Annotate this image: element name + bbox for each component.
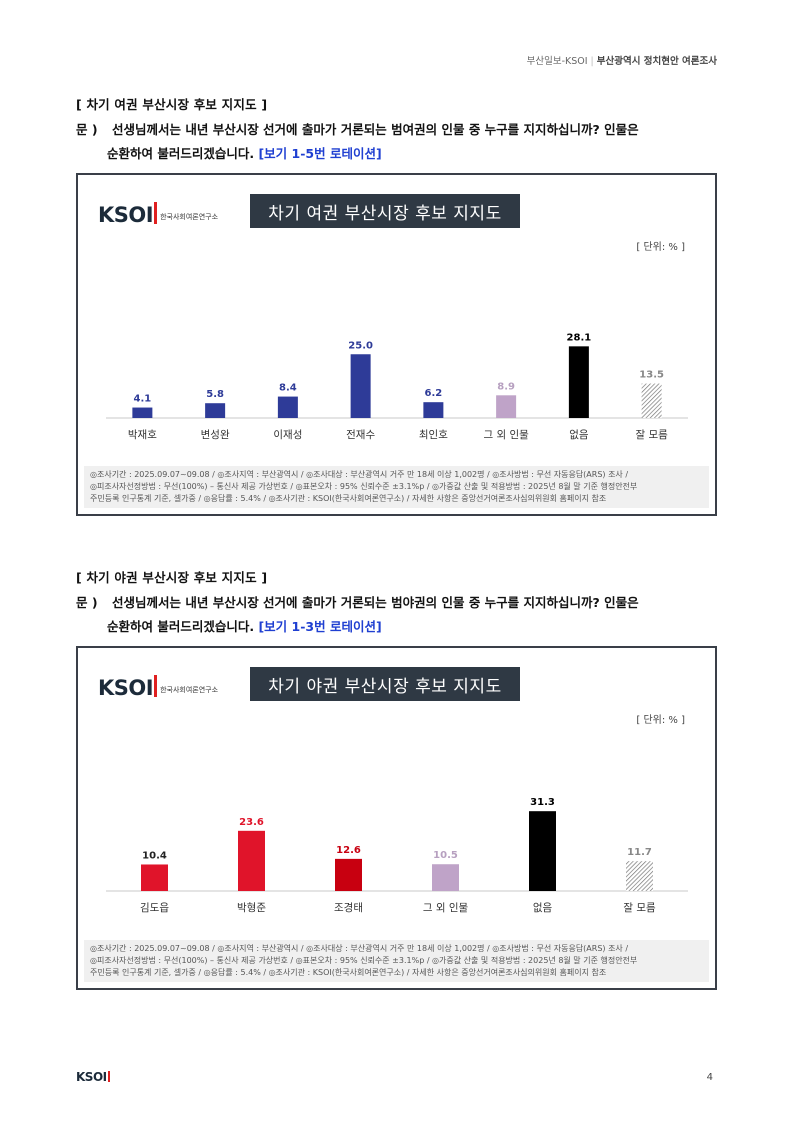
question-1-line1: 문 ) 선생님께서는 내년 부산시장 선거에 출마가 거론되는 범여권의 인물 중… bbox=[76, 120, 716, 140]
chart-1-category-label: 박재호 bbox=[128, 429, 157, 441]
footnote-line2: ◎피조사자선정방법 : 무선(100%) – 통신사 제공 가상번호 / ◎표본… bbox=[90, 482, 638, 491]
logo-subtitle: 한국사회여론연구소 bbox=[160, 686, 219, 694]
footnote-line1: ◎조사기간 : 2025.09.07~09.08 / ◎조사지역 : 부산광역시… bbox=[90, 944, 629, 953]
chart-1-bar bbox=[423, 402, 444, 418]
chart-1-box: KSOI 한국사회여론연구소 차기 여권 부산시장 후보 지지도 [ 단위: %… bbox=[76, 173, 717, 516]
chart-1-bar bbox=[350, 354, 371, 418]
chart-2-category-label: 잘 모름 bbox=[623, 902, 656, 914]
question-2: [ 차기 야권 부산시장 후보 지지도 ] 문 ) 선생님께서는 내년 부산시장 … bbox=[76, 567, 716, 637]
logo-accent-bar bbox=[154, 675, 158, 697]
footnote-line2: ◎피조사자선정방법 : 무선(100%) – 통신사 제공 가상번호 / ◎표본… bbox=[90, 956, 638, 965]
chart-1-unit: [ 단위: % ] bbox=[636, 242, 685, 253]
question-2-mun: 문 ) bbox=[76, 595, 98, 610]
question-1-rotation: [보기 1-5번 로테이션] bbox=[258, 146, 382, 161]
chart-1-bar bbox=[277, 396, 298, 418]
chart-1-bar bbox=[641, 383, 662, 418]
page-header: 부산일보-KSOI | 부산광역시 정치현안 여론조사 bbox=[527, 53, 717, 67]
chart-2-data-label: 31.3 bbox=[530, 797, 555, 808]
chart-2-bar bbox=[335, 858, 362, 891]
chart-2-bar bbox=[432, 864, 459, 891]
chart-2-footnote: ◎조사기간 : 2025.09.07~09.08 / ◎조사지역 : 부산광역시… bbox=[84, 940, 709, 982]
chart-1-category-label: 전재수 bbox=[346, 429, 375, 441]
chart-2-data-label: 10.4 bbox=[142, 850, 167, 861]
header-separator: | bbox=[590, 56, 594, 67]
question-2-title: [ 차기 야권 부산시장 후보 지지도 ] bbox=[76, 570, 268, 585]
chart-2-category-label: 박형준 bbox=[237, 902, 266, 914]
footer-logo-text: KSOI bbox=[76, 1070, 107, 1084]
footnote-line3: 주민등록 인구통계 기준, 셀가중 / ◎응답률 : 5.4% / ◎조사기관 … bbox=[90, 968, 607, 977]
ksoi-logo: KSOI 한국사회여론연구소 bbox=[98, 202, 218, 227]
logo-subtitle: 한국사회여론연구소 bbox=[160, 213, 219, 221]
chart-1-data-label: 8.4 bbox=[279, 383, 297, 394]
chart-1-bar bbox=[132, 407, 153, 418]
ksoi-logo: KSOI 한국사회여론연구소 bbox=[98, 675, 218, 700]
question-1-text2: 순환하여 불러드리겠습니다. bbox=[107, 146, 255, 161]
chart-1-data-label: 4.1 bbox=[134, 394, 152, 405]
question-1-line2: 순환하여 불러드리겠습니다. [보기 1-5번 로테이션] bbox=[107, 144, 716, 164]
chart-1-data-label: 6.2 bbox=[425, 388, 443, 399]
chart-1-data-label: 25.0 bbox=[348, 340, 373, 351]
question-2-line1: 문 ) 선생님께서는 내년 부산시장 선거에 출마가 거론되는 범야권의 인물 중… bbox=[76, 593, 716, 613]
footer-logo: KSOI bbox=[76, 1070, 110, 1084]
chart-1-category-label: 잘 모름 bbox=[635, 429, 668, 441]
chart-1-category-label: 변성완 bbox=[201, 428, 230, 441]
question-1-text1: 선생님께서는 내년 부산시장 선거에 출마가 거론되는 범여권의 인물 중 누구… bbox=[112, 122, 639, 137]
footer-logo-accent-bar bbox=[107, 1071, 110, 1082]
logo-text: KSOI bbox=[98, 676, 154, 700]
chart-1-bar bbox=[568, 346, 589, 418]
chart-2-svg: 10.4 김도읍 23.6 박형준 12.6 조경태 10.5 그 외 인물 31.3 없음 11.… bbox=[106, 797, 688, 914]
page-number: 4 bbox=[706, 1072, 713, 1083]
question-1-title: [ 차기 여권 부산시장 후보 지지도 ] bbox=[76, 97, 268, 112]
chart-2-data-label: 11.7 bbox=[627, 847, 652, 858]
chart-2-unit: [ 단위: % ] bbox=[636, 715, 685, 726]
footnote-line1: ◎조사기간 : 2025.09.07~09.08 / ◎조사지역 : 부산광역시… bbox=[90, 470, 629, 479]
header-source: 부산일보-KSOI bbox=[526, 56, 588, 67]
chart-1-bar bbox=[496, 395, 517, 418]
chart-2-category-label: 없음 bbox=[533, 901, 553, 914]
chart-2-bar bbox=[141, 864, 168, 891]
chart-1-data-label: 8.9 bbox=[497, 381, 515, 392]
logo-text: KSOI bbox=[98, 203, 154, 227]
chart-1-category-label: 없음 bbox=[569, 428, 589, 441]
chart-2-category-label: 김도읍 bbox=[140, 902, 169, 914]
chart-2-title: 차기 야권 부산시장 후보 지지도 bbox=[250, 667, 520, 701]
chart-1-data-label: 13.5 bbox=[639, 370, 664, 381]
question-2-text2: 순환하여 불러드리겠습니다. bbox=[107, 619, 255, 634]
question-2-line2: 순환하여 불러드리겠습니다. [보기 1-3번 로테이션] bbox=[107, 617, 716, 637]
chart-2-data-label: 12.6 bbox=[336, 845, 361, 856]
question-1-mun: 문 ) bbox=[76, 122, 98, 137]
chart-2-bar bbox=[238, 830, 265, 891]
question-2-rotation: [보기 1-3번 로테이션] bbox=[258, 619, 382, 634]
chart-1-footnote: ◎조사기간 : 2025.09.07~09.08 / ◎조사지역 : 부산광역시… bbox=[84, 466, 709, 508]
chart-1-data-label: 28.1 bbox=[567, 332, 592, 343]
chart-2-bar bbox=[626, 861, 653, 891]
logo-accent-bar bbox=[154, 202, 158, 224]
chart-1-category-label: 그 외 인물 bbox=[483, 429, 529, 441]
chart-2-box: KSOI 한국사회여론연구소 차기 야권 부산시장 후보 지지도 [ 단위: %… bbox=[76, 646, 717, 990]
chart-2-category-label: 조경태 bbox=[334, 901, 363, 914]
footnote-line3: 주민등록 인구통계 기준, 셀가중 / ◎응답률 : 5.4% / ◎조사기관 … bbox=[90, 494, 607, 503]
question-2-text1: 선생님께서는 내년 부산시장 선거에 출마가 거론되는 범야권의 인물 중 누구… bbox=[112, 595, 639, 610]
chart-2-category-label: 그 외 인물 bbox=[423, 902, 469, 914]
chart-1-svg: 4.1 박재호 5.8 변성완 8.4 이재성 25.0 전재수 6.2 최인호 8.9 그 외 인물… bbox=[106, 332, 688, 441]
chart-2-bar bbox=[529, 811, 556, 891]
chart-2-data-label: 23.6 bbox=[239, 817, 264, 828]
chart-1-data-label: 5.8 bbox=[206, 389, 224, 400]
question-1: [ 차기 여권 부산시장 후보 지지도 ] 문 ) 선생님께서는 내년 부산시장 … bbox=[76, 94, 716, 164]
chart-1-category-label: 최인호 bbox=[419, 429, 448, 441]
chart-1-title: 차기 여권 부산시장 후보 지지도 bbox=[250, 194, 520, 228]
chart-1-category-label: 이재성 bbox=[273, 429, 302, 441]
header-title: 부산광역시 정치현안 여론조사 bbox=[596, 56, 717, 67]
chart-1-bar bbox=[205, 403, 226, 418]
chart-2-data-label: 10.5 bbox=[433, 850, 458, 861]
